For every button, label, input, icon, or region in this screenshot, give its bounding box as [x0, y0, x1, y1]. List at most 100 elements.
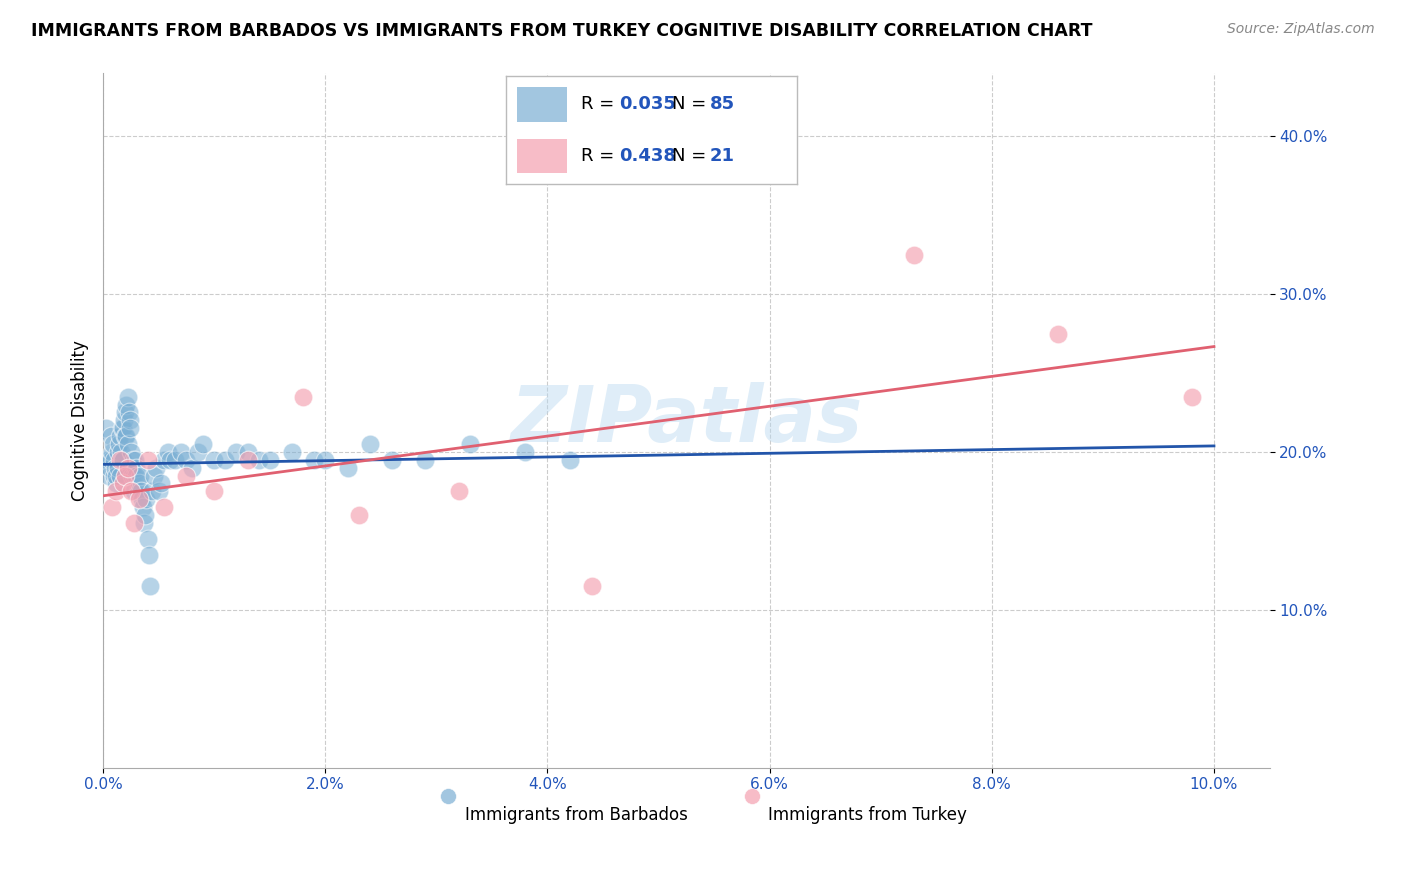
Point — [104, 460, 127, 475]
Point — [214, 452, 236, 467]
Point — [132, 500, 155, 515]
Point — [118, 413, 141, 427]
Point — [122, 468, 145, 483]
Point — [112, 421, 135, 435]
Point — [135, 492, 157, 507]
Text: ZIPatlas: ZIPatlas — [510, 383, 862, 458]
Point — [156, 445, 179, 459]
Point — [94, 452, 117, 467]
Text: IMMIGRANTS FROM BARBADOS VS IMMIGRANTS FROM TURKEY COGNITIVE DISABILITY CORRELAT: IMMIGRANTS FROM BARBADOS VS IMMIGRANTS F… — [31, 22, 1092, 40]
Point — [202, 452, 225, 467]
Point — [108, 468, 131, 483]
Point — [176, 452, 198, 467]
Point — [111, 452, 134, 467]
Point — [225, 445, 247, 459]
Point — [1181, 390, 1204, 404]
Point — [134, 508, 156, 522]
Point — [97, 468, 120, 483]
Point — [108, 429, 131, 443]
Point — [247, 452, 270, 467]
Point — [359, 437, 381, 451]
Point — [122, 452, 145, 467]
Point — [125, 460, 148, 475]
Point — [145, 460, 167, 475]
Point — [314, 452, 336, 467]
Point — [114, 405, 136, 419]
Point — [413, 452, 436, 467]
Point — [148, 484, 170, 499]
Point — [292, 390, 315, 404]
Text: Immigrants from Barbados: Immigrants from Barbados — [465, 805, 688, 824]
Point — [236, 452, 259, 467]
Point — [136, 452, 159, 467]
Point — [122, 484, 145, 499]
Point — [128, 476, 150, 491]
Y-axis label: Cognitive Disability: Cognitive Disability — [72, 340, 89, 500]
Point — [120, 445, 142, 459]
Point — [103, 468, 125, 483]
Point — [558, 452, 581, 467]
Point — [105, 468, 128, 483]
Point — [107, 437, 129, 451]
Point — [101, 437, 124, 451]
Point — [121, 468, 143, 483]
Point — [131, 492, 153, 507]
Point — [112, 476, 135, 491]
Point — [112, 413, 135, 427]
Point — [381, 452, 404, 467]
Point — [108, 452, 131, 467]
Point — [1047, 326, 1070, 341]
Point — [302, 452, 325, 467]
Point — [122, 516, 145, 530]
Point — [143, 468, 166, 483]
Point — [136, 532, 159, 546]
Point — [117, 460, 139, 475]
Point — [105, 484, 128, 499]
Point — [128, 468, 150, 483]
Point — [100, 429, 122, 443]
Point — [581, 579, 603, 593]
Point — [181, 460, 204, 475]
Point — [101, 445, 124, 459]
Point — [115, 429, 138, 443]
Point — [165, 452, 187, 467]
Point — [129, 484, 152, 499]
Point — [127, 484, 149, 499]
Point — [115, 398, 138, 412]
Point — [120, 484, 142, 499]
Point — [347, 508, 370, 522]
Point — [128, 492, 150, 507]
Point — [107, 445, 129, 459]
Point — [118, 421, 141, 435]
Point — [101, 500, 124, 515]
Point — [259, 452, 281, 467]
Point — [191, 437, 214, 451]
Point — [149, 476, 172, 491]
Point — [139, 579, 162, 593]
Point — [153, 500, 176, 515]
Point — [903, 247, 925, 261]
Point — [117, 437, 139, 451]
Point — [111, 421, 134, 435]
Point — [125, 468, 148, 483]
Point — [281, 445, 304, 459]
Point — [97, 452, 120, 467]
Point — [447, 484, 470, 499]
Point — [187, 445, 209, 459]
Point — [107, 460, 129, 475]
Point — [138, 548, 160, 562]
Point — [176, 468, 198, 483]
Text: Immigrants from Turkey: Immigrants from Turkey — [768, 805, 967, 824]
Text: Source: ZipAtlas.com: Source: ZipAtlas.com — [1227, 22, 1375, 37]
Point — [98, 460, 121, 475]
Point — [100, 452, 122, 467]
Point — [105, 476, 128, 491]
Point — [202, 484, 225, 499]
Point — [159, 452, 181, 467]
Point — [170, 445, 193, 459]
Point — [114, 429, 136, 443]
Point — [458, 437, 481, 451]
Point — [114, 468, 136, 483]
Point — [236, 445, 259, 459]
Point — [515, 445, 537, 459]
